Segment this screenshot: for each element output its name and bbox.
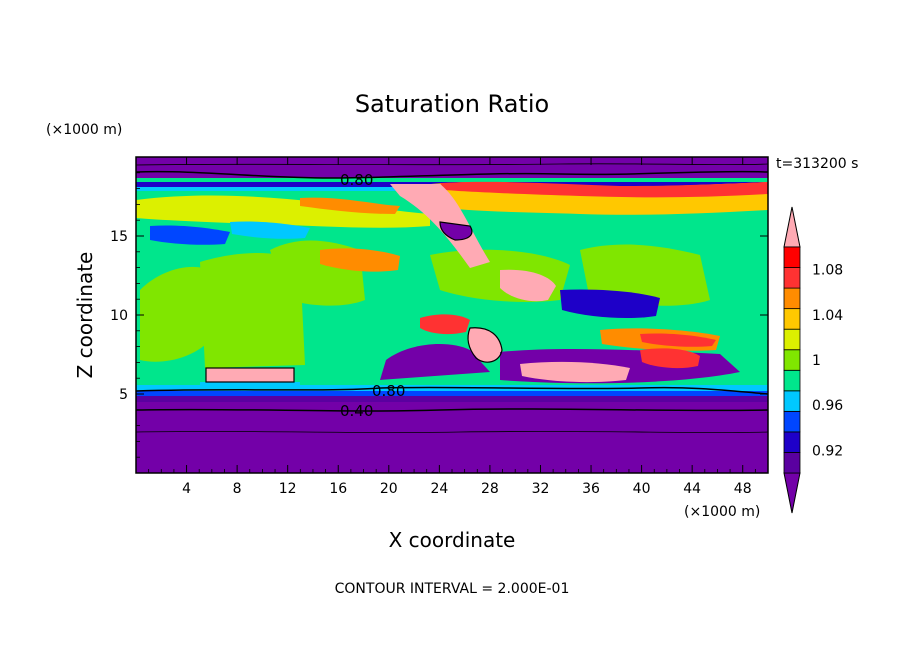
x-tick-label: 8 bbox=[233, 481, 242, 497]
region-red-low-right bbox=[640, 348, 700, 369]
colorbar-bin bbox=[783, 287, 801, 310]
x-tick-label: 44 bbox=[683, 481, 701, 497]
region-lime-right bbox=[580, 244, 710, 306]
region-supersat-low-left bbox=[206, 368, 294, 382]
contour-label-top: 0.80 bbox=[340, 171, 373, 189]
colorbar-bin bbox=[783, 390, 801, 412]
colorbar-label: 1.04 bbox=[812, 308, 843, 324]
contour-line-bottom-080 bbox=[136, 386, 768, 395]
region-supersat-low-right bbox=[520, 361, 630, 383]
region-purple-top bbox=[136, 157, 768, 178]
contour-line-top-thin bbox=[136, 163, 768, 166]
x-tick-label: 16 bbox=[329, 481, 347, 497]
colorbar-bin bbox=[783, 246, 801, 268]
time-label: t=313200 s bbox=[776, 156, 858, 172]
x-tick-label: 24 bbox=[430, 481, 448, 497]
colorbar-bin bbox=[783, 369, 801, 392]
colorbar-bin bbox=[783, 431, 801, 453]
y-unit-label: (×1000 m) bbox=[46, 122, 122, 138]
x-tick-label: 4 bbox=[182, 481, 191, 497]
colorbar-under-triangle bbox=[783, 472, 801, 514]
region-yellow-upper-left bbox=[136, 195, 430, 228]
colorbar-bin bbox=[783, 452, 801, 474]
colorbar-bin bbox=[783, 410, 801, 433]
region-supersat-mid bbox=[500, 269, 556, 302]
contour-supersat-cell-28 bbox=[467, 327, 503, 363]
region-lime-left bbox=[140, 266, 215, 362]
region-lime-center-left bbox=[200, 253, 305, 368]
contour-line-low-thin bbox=[136, 431, 768, 433]
y-tick-label: 5 bbox=[119, 387, 128, 403]
x-tick-label: 32 bbox=[532, 481, 550, 497]
region-red-mid bbox=[420, 314, 470, 335]
contour-plume-core bbox=[439, 221, 473, 241]
y-tick-label: 15 bbox=[110, 229, 128, 245]
contour-interval-footer: CONTOUR INTERVAL = 2.000E-01 bbox=[335, 581, 570, 597]
x-tick-label: 20 bbox=[380, 481, 398, 497]
x-tick-label: 12 bbox=[279, 481, 297, 497]
colorbar-label: 0.96 bbox=[812, 398, 843, 414]
y-axis-label: Z coordinate bbox=[73, 252, 97, 379]
colorbar-label: 0.92 bbox=[812, 443, 843, 459]
region-purple-plume-core bbox=[440, 222, 472, 240]
region-orange-upper-left bbox=[300, 197, 400, 214]
colorbar-bin bbox=[783, 267, 801, 289]
region-blue-bl-top bbox=[136, 391, 768, 396]
contour-supersat-low-left bbox=[205, 367, 295, 383]
x-tick-label: 40 bbox=[633, 481, 651, 497]
x-unit-label: (×1000 m) bbox=[684, 504, 760, 520]
colorbar-over-triangle bbox=[783, 206, 801, 248]
contour-line-040 bbox=[136, 408, 768, 412]
colorbar-bin bbox=[783, 349, 801, 371]
region-supersat-cell-28 bbox=[468, 327, 502, 363]
colorbar: 0.92 0.96 1 1.04 1.08 bbox=[783, 206, 843, 514]
region-red-lower-right bbox=[640, 333, 716, 347]
region-purple-bottom bbox=[136, 402, 768, 473]
x-tick-label: 48 bbox=[734, 481, 752, 497]
region-cyan-low-left bbox=[200, 382, 300, 386]
region-purple-low-24 bbox=[380, 344, 490, 380]
colorbar-label: 1.08 bbox=[812, 263, 843, 279]
x-tick-label: 28 bbox=[481, 481, 499, 497]
x-axis-label: X coordinate bbox=[389, 528, 516, 552]
y-axis-ticks: 5 10 15 bbox=[110, 172, 768, 458]
region-red-upper bbox=[440, 181, 768, 198]
colorbar-bin bbox=[783, 328, 801, 351]
contour-label-mid: 0.80 bbox=[372, 382, 405, 400]
colorbar-label: 1 bbox=[812, 353, 821, 369]
contour-label-low: 0.40 bbox=[340, 402, 373, 420]
y-tick-label: 10 bbox=[110, 308, 128, 324]
contour-line-top-080 bbox=[136, 170, 768, 179]
region-cyan-upper-left bbox=[230, 221, 310, 239]
x-tick-label: 36 bbox=[582, 481, 600, 497]
colorbar-bin bbox=[783, 308, 801, 330]
region-blue-mid-right bbox=[560, 289, 660, 318]
region-orange-mid-left bbox=[320, 248, 400, 272]
x-axis-ticks: 4 8 12 16 20 24 28 32 36 40 44 48 bbox=[148, 157, 756, 497]
saturation-field bbox=[136, 157, 768, 473]
region-darkpurple-bl-top bbox=[136, 396, 768, 402]
chart-title: Saturation Ratio bbox=[355, 90, 549, 118]
region-blue-upper-left bbox=[150, 225, 230, 245]
